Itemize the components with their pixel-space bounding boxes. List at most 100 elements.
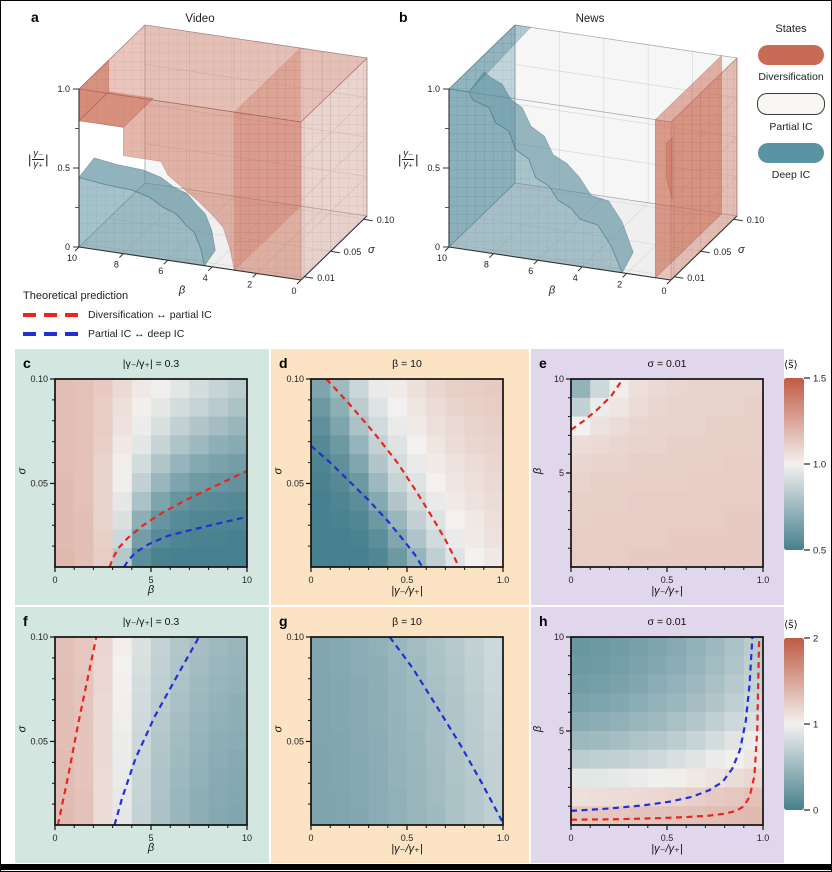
heatmap-cell: [667, 693, 687, 713]
heatmap-cell: [590, 693, 610, 713]
tick-label: 0.05: [714, 247, 732, 257]
heatmap-cell: [227, 529, 248, 549]
y-tick-label: 0.10: [286, 632, 304, 642]
heatmap-cell: [647, 674, 668, 694]
heatmap-cell: [189, 379, 209, 399]
heatmap-cell: [151, 749, 171, 769]
heatmap-cell: [311, 731, 331, 751]
heatmap-cell: [628, 637, 649, 657]
heatmap-cell: [647, 397, 668, 417]
heatmap-cell: [407, 548, 427, 568]
heatmap-cell: [743, 435, 764, 455]
heatmap-cell: [208, 473, 229, 493]
sigma-tick: [330, 250, 340, 254]
heatmap-cell: [426, 435, 446, 455]
x-tick-label: 0: [568, 575, 573, 585]
heatmap-cell: [55, 491, 75, 511]
heatmap-cell: [590, 806, 610, 826]
panel-g-xlabel: |γ₋/γ₊|: [391, 843, 423, 855]
heatmap-cell: [131, 674, 152, 694]
heatmap-cell: [151, 435, 171, 455]
heatmap-cell: [349, 416, 369, 436]
heatmap-cell: [590, 454, 610, 474]
heatmap-cell: [170, 712, 190, 732]
heatmap-cell: [151, 548, 171, 568]
heatmap-cell: [483, 693, 504, 713]
heatmap-cell: [368, 454, 389, 474]
heatmap-cell: [647, 473, 668, 493]
x-tick-label: 0: [308, 833, 313, 843]
heatmap-cell: [705, 712, 725, 732]
heatmap-cell: [151, 379, 171, 399]
states-legend-title: States: [775, 23, 807, 35]
heatmap-cell: [189, 806, 209, 826]
heatmap-cell: [609, 510, 629, 530]
heatmap-cell: [609, 491, 629, 511]
heatmap-cell: [724, 787, 745, 807]
heatmap-cell: [628, 397, 649, 417]
heatmap-cell: [151, 637, 171, 657]
heatmap-cell: [609, 806, 629, 826]
heatmap-cell: [426, 548, 446, 568]
heatmap-cell: [464, 731, 485, 751]
heatmap-cell: [387, 510, 408, 530]
heatmap-cell: [667, 529, 687, 549]
beta-tick: [207, 266, 213, 272]
beta-tick: [577, 266, 583, 272]
heatmap-cell: [330, 749, 350, 769]
heatmap-cell: [170, 637, 190, 657]
heatmap-cell: [387, 712, 408, 732]
box-edge: [78, 246, 302, 281]
heatmap-cell: [93, 454, 113, 474]
tick-label: 2: [617, 279, 622, 289]
heatmap-cell: [74, 397, 94, 417]
theory-curve-blue: [311, 444, 424, 567]
heatmap-cell: [93, 379, 113, 399]
theory-curve-red: [325, 379, 460, 567]
box-edge: [670, 215, 738, 281]
heatmap-cell: [189, 473, 209, 493]
heatmap-cell: [387, 548, 408, 568]
heatmap-cell: [131, 397, 152, 417]
heatmap-cell: [93, 416, 113, 436]
heatmap-cell: [483, 435, 504, 455]
heatmap-cell: [227, 397, 248, 417]
heatmap-cell: [647, 435, 668, 455]
heatmap-cell: [189, 491, 209, 511]
colorbar-tick-label: 0.5: [813, 546, 826, 557]
heatmap-cell: [368, 693, 389, 713]
heatmap-cell: [170, 491, 190, 511]
heatmap-cell: [609, 637, 629, 657]
heatmap-cell: [170, 416, 190, 436]
heatmap-cell: [686, 731, 706, 751]
heatmap-cell: [743, 806, 764, 826]
x-tick-label: 1.0: [757, 833, 770, 843]
heatmap-cell: [349, 749, 369, 769]
heatmap-cell: [724, 731, 745, 751]
beta-tick: [489, 253, 494, 258]
heatmap-cell: [445, 768, 465, 788]
heatmap-cell: [590, 731, 610, 751]
heatmap-cell: [724, 637, 745, 657]
heatmap-cell: [189, 655, 209, 675]
heatmap-cell: [311, 749, 331, 769]
heatmap-cell: [227, 749, 248, 769]
heatmap-cell: [112, 454, 133, 474]
heatmap-cell: [743, 731, 764, 751]
heatmap-cell: [464, 806, 485, 826]
heatmap-cell: [724, 712, 745, 732]
heatmap-cell: [330, 491, 350, 511]
heatmap-cell: [227, 637, 248, 657]
panel-e-plot: 0 0.5 1.0 5 10: [554, 374, 769, 585]
heatmap-cell: [464, 491, 485, 511]
panel-g: g β = 10 σ 0 0.5 1.0 0.05 0.10 |γ₋/γ₊|: [271, 607, 529, 863]
heatmap-cell: [628, 731, 649, 751]
theory-curve-red: [571, 637, 761, 821]
colorbar-gradient: [784, 638, 804, 810]
heatmap-cell: [609, 416, 629, 436]
heatmap-cell: [208, 454, 229, 474]
theory-curve-blue: [113, 637, 200, 825]
panel-letter-c: c: [23, 355, 31, 371]
heatmap-cell: [227, 510, 248, 530]
heatmap-cell: [705, 491, 725, 511]
